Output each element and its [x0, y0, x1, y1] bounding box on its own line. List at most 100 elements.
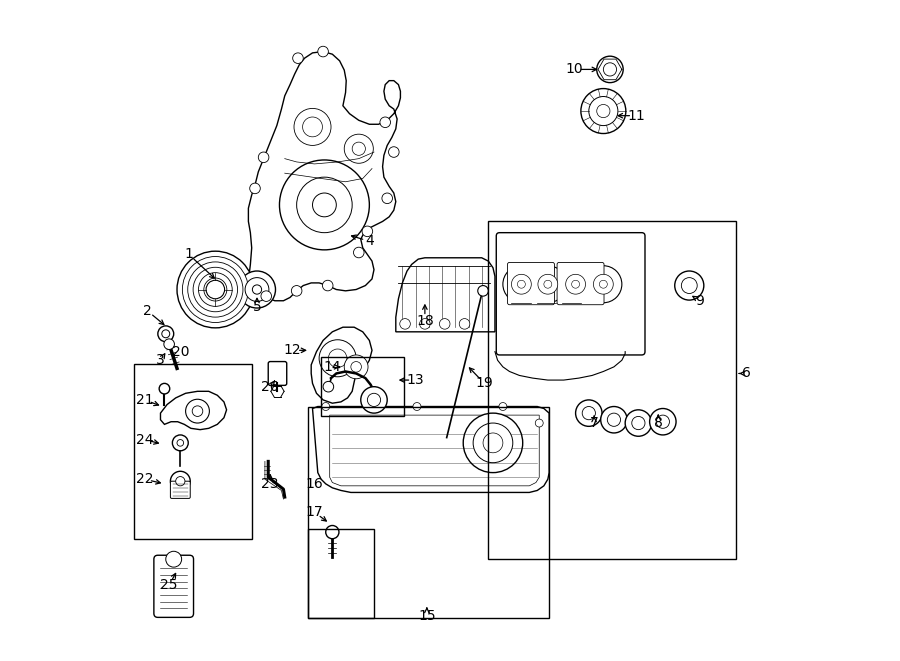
FancyBboxPatch shape [268, 362, 287, 385]
Circle shape [503, 266, 540, 303]
Circle shape [203, 278, 227, 301]
Circle shape [389, 147, 399, 157]
Circle shape [292, 286, 302, 296]
Circle shape [626, 410, 652, 436]
Text: 23: 23 [262, 477, 279, 491]
Circle shape [557, 266, 594, 303]
Circle shape [183, 256, 248, 323]
Circle shape [380, 117, 391, 128]
Circle shape [483, 433, 503, 453]
Circle shape [597, 56, 623, 83]
Circle shape [193, 406, 202, 416]
Circle shape [400, 319, 410, 329]
Text: 5: 5 [253, 300, 261, 315]
Text: 18: 18 [416, 313, 434, 328]
FancyBboxPatch shape [170, 481, 190, 498]
Circle shape [185, 399, 210, 423]
Circle shape [326, 525, 339, 539]
Circle shape [589, 97, 618, 126]
Circle shape [188, 262, 243, 317]
Circle shape [166, 551, 182, 567]
Circle shape [582, 407, 596, 420]
Circle shape [328, 349, 346, 368]
Circle shape [593, 274, 613, 294]
Circle shape [603, 63, 616, 76]
Bar [134, 364, 252, 539]
Circle shape [249, 183, 260, 194]
Text: 10: 10 [565, 62, 583, 77]
Circle shape [464, 413, 523, 473]
Circle shape [162, 330, 170, 338]
Circle shape [439, 319, 450, 329]
Text: 21: 21 [136, 393, 153, 407]
Circle shape [351, 362, 362, 372]
Circle shape [362, 226, 373, 237]
Circle shape [302, 117, 322, 137]
Bar [308, 529, 374, 618]
Text: 12: 12 [284, 343, 302, 358]
Circle shape [320, 340, 356, 377]
Circle shape [159, 383, 170, 394]
Bar [489, 221, 736, 559]
Circle shape [177, 440, 184, 446]
Text: 17: 17 [306, 505, 323, 520]
Circle shape [344, 134, 374, 163]
Circle shape [511, 274, 531, 294]
Circle shape [352, 142, 365, 155]
Circle shape [294, 108, 331, 145]
Circle shape [199, 272, 232, 307]
Circle shape [382, 193, 392, 204]
Circle shape [597, 104, 610, 118]
Circle shape [177, 251, 254, 328]
Text: 1: 1 [184, 247, 194, 262]
Circle shape [572, 280, 580, 288]
Circle shape [599, 280, 608, 288]
Circle shape [312, 193, 337, 217]
Circle shape [656, 415, 670, 428]
Circle shape [367, 393, 381, 407]
Circle shape [600, 407, 627, 433]
Text: 19: 19 [475, 376, 493, 391]
Text: 26: 26 [261, 379, 279, 394]
FancyBboxPatch shape [154, 555, 194, 617]
Text: 7: 7 [590, 416, 598, 430]
Circle shape [576, 400, 602, 426]
Text: 8: 8 [653, 416, 662, 430]
Text: 25: 25 [160, 578, 178, 592]
Circle shape [681, 278, 698, 293]
Text: 4: 4 [365, 234, 374, 249]
FancyBboxPatch shape [496, 233, 645, 355]
Circle shape [170, 471, 190, 491]
Circle shape [344, 355, 368, 379]
Text: 14: 14 [323, 360, 341, 374]
Polygon shape [160, 391, 227, 430]
Text: 16: 16 [306, 477, 323, 491]
Circle shape [173, 435, 188, 451]
Text: 22: 22 [136, 472, 153, 486]
Text: 2: 2 [143, 303, 151, 318]
Text: 24: 24 [136, 432, 153, 447]
Circle shape [529, 266, 566, 303]
Polygon shape [248, 52, 400, 301]
Circle shape [238, 271, 275, 308]
Circle shape [261, 291, 272, 301]
Text: 6: 6 [742, 366, 751, 381]
Circle shape [473, 423, 513, 463]
Circle shape [632, 416, 645, 430]
Circle shape [164, 339, 175, 350]
Circle shape [176, 477, 184, 486]
Circle shape [580, 89, 626, 134]
Circle shape [499, 403, 507, 410]
Polygon shape [396, 258, 495, 332]
Circle shape [585, 266, 622, 303]
Circle shape [245, 278, 269, 301]
Bar [308, 407, 549, 618]
Circle shape [361, 387, 387, 413]
Bar [321, 357, 404, 416]
Text: 9: 9 [696, 293, 705, 308]
Circle shape [322, 403, 329, 410]
FancyBboxPatch shape [508, 262, 554, 305]
Circle shape [252, 285, 262, 294]
Text: 20: 20 [172, 344, 189, 359]
Circle shape [478, 286, 489, 296]
